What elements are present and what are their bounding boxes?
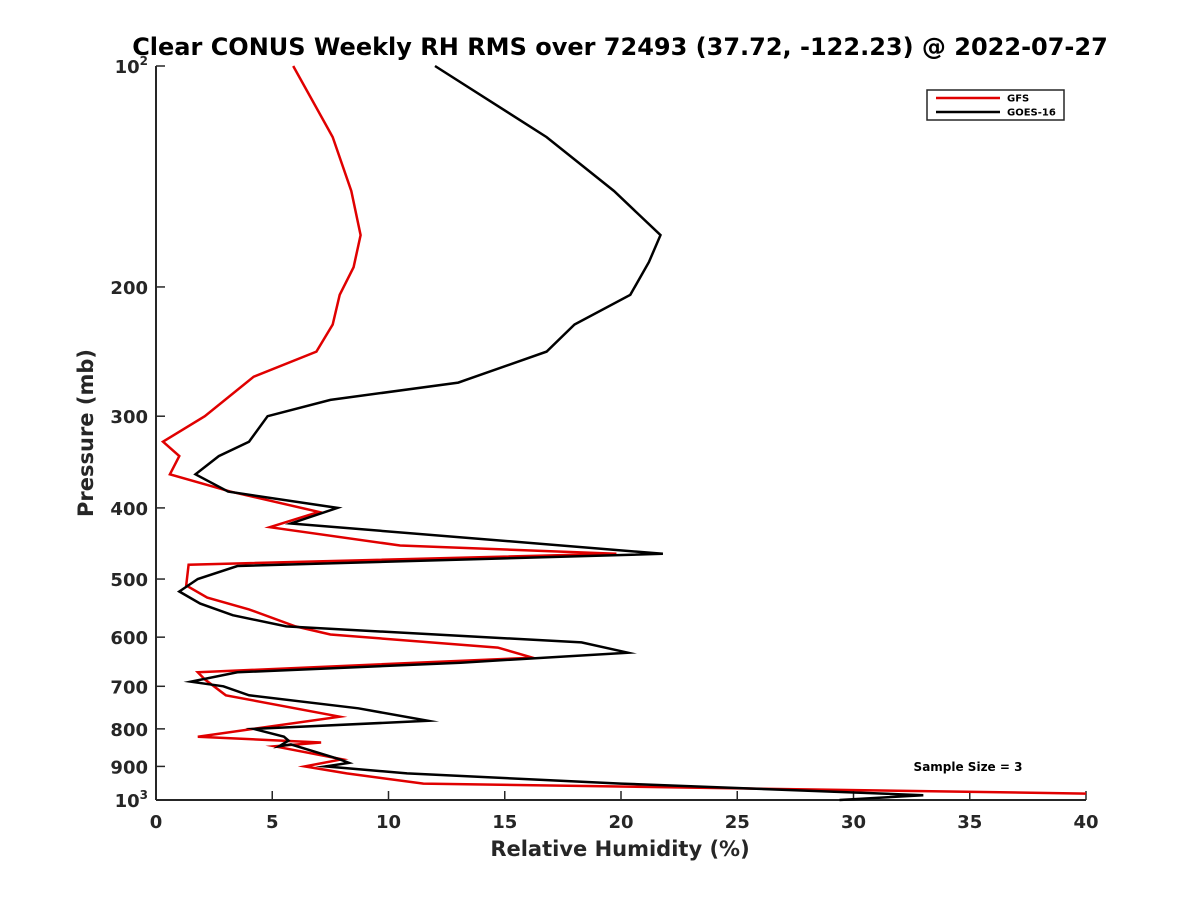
- axes: [155, 66, 1086, 801]
- y-tick-label: 102: [115, 54, 148, 78]
- chart-title: Clear CONUS Weekly RH RMS over 72493 (37…: [132, 33, 1108, 61]
- x-tick-label: 35: [957, 812, 982, 833]
- y-tick-base: 10: [115, 57, 140, 78]
- x-tick-label: 40: [1073, 812, 1098, 833]
- y-tick-label: 700: [110, 677, 148, 698]
- y-tick-label: 200: [110, 278, 148, 299]
- y-tick-base: 10: [115, 791, 140, 812]
- y-tick-exponent: 3: [140, 788, 148, 802]
- y-tick-exponent: 2: [140, 54, 148, 68]
- x-tick-label: 20: [608, 812, 633, 833]
- y-tick-label: 300: [110, 407, 148, 428]
- legend-box: [926, 89, 1065, 121]
- y-tick-label: 500: [110, 570, 148, 591]
- legend-label-goes-16: GOES-16: [1007, 108, 1056, 119]
- series-line-gfs: [160, 65, 1087, 795]
- legend: GFS GOES-16: [926, 89, 1065, 121]
- axis-ticks: 0 5 10 15 20 25 30 35 40102200300400500600700800…: [110, 54, 1098, 833]
- x-tick-label: 5: [266, 812, 279, 833]
- sample-size-annotation: Sample Size = 3: [914, 760, 1023, 774]
- x-tick-label: 15: [492, 812, 517, 833]
- y-tick-label: 600: [110, 628, 148, 649]
- y-tick-label: 900: [110, 757, 148, 778]
- y-tick-label: 800: [110, 720, 148, 741]
- x-tick-label: 0: [150, 812, 163, 833]
- y-tick-label: 103: [115, 788, 148, 812]
- series-line-goes-16: [176, 64, 924, 802]
- x-tick-label: 30: [841, 812, 866, 833]
- y-axis-label: Pressure (mb): [74, 349, 98, 517]
- legend-label-gfs: GFS: [1007, 94, 1029, 105]
- series-layer: [160, 64, 1087, 802]
- y-tick-label: 400: [110, 499, 148, 520]
- x-tick-label: 25: [725, 812, 750, 833]
- x-axis-label: Relative Humidity (%): [490, 837, 749, 861]
- x-tick-label: 10: [376, 812, 401, 833]
